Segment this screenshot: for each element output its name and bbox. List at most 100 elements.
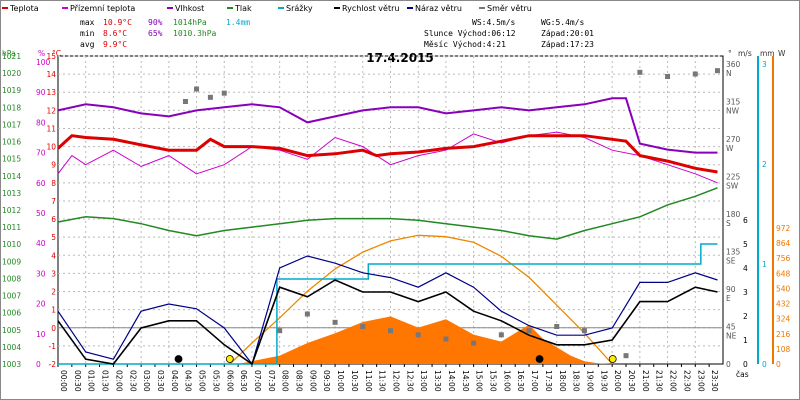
time-tick: 17:30	[544, 370, 553, 392]
series-rain	[58, 243, 718, 365]
wind-direction-point	[304, 311, 310, 317]
stats-max-rain: 1.4mm	[226, 18, 250, 27]
pct-tick: 100	[36, 58, 51, 67]
temp-tick: 10	[46, 143, 56, 152]
wind-direction-point	[221, 90, 227, 96]
stats-max-hum: 90%	[148, 18, 163, 27]
series-wind-speed	[57, 279, 718, 366]
temp-tick: 8	[51, 179, 56, 188]
stats-ws: WS:4.5m/s	[472, 18, 516, 27]
hpa-tick: 1008	[2, 274, 21, 283]
legend-label: Srážky	[286, 4, 313, 13]
w-tick: 0	[776, 360, 781, 369]
time-tick: 16:30	[516, 370, 525, 392]
stats-max-temp: 10.9°C	[103, 18, 132, 27]
temp-tick: 9	[51, 161, 56, 170]
time-tick: 16:00	[502, 370, 511, 392]
hpa-tick: 1014	[2, 172, 21, 181]
temp-tick: 1	[51, 306, 56, 315]
hpa-tick: 1011	[2, 223, 21, 232]
mm-tick: 3	[762, 60, 767, 69]
w-tick: 540	[776, 284, 791, 293]
stats-block: max 10.9°C 90% 1014hPa 1.4mm min 8.6°C 6…	[80, 18, 594, 49]
wind-direction-point	[471, 340, 477, 346]
w-tick: 216	[776, 330, 791, 339]
temp-tick: 15	[46, 52, 56, 61]
series-theoretical-radiation	[229, 234, 613, 365]
time-tick: 06:30	[239, 370, 248, 392]
wind-direction-point	[194, 86, 200, 92]
wind-direction-point	[581, 328, 587, 334]
time-tick: 15:00	[475, 370, 484, 392]
hpa-tick: 1015	[2, 155, 21, 164]
time-tick: 03:30	[156, 370, 165, 392]
w-tick: 648	[776, 269, 791, 278]
stats-max-press: 1014hPa	[173, 18, 207, 27]
dir-tick: 360	[726, 60, 741, 69]
time-tick: 21:00	[641, 370, 650, 392]
pct-tick: 60	[36, 179, 46, 188]
dir-tick: 180	[726, 210, 741, 219]
dir-tick: NW	[726, 107, 740, 116]
pct-tick: 70	[36, 149, 46, 158]
temp-tick: 0	[51, 324, 56, 333]
time-tick: 09:30	[322, 370, 331, 392]
time-tick: 20:30	[627, 370, 636, 392]
series-humidity	[57, 97, 718, 154]
time-tick: 14:30	[461, 370, 470, 392]
time-axis-label: čas	[736, 370, 749, 379]
temp-tick: 6	[51, 215, 56, 224]
mm-tick: 0	[762, 360, 767, 369]
hpa-tick: 1012	[2, 206, 21, 215]
mm-tick: 1	[762, 260, 767, 269]
time-tick: 08:00	[281, 370, 290, 392]
time-tick: 14:00	[447, 370, 456, 392]
time-tick: 13:00	[419, 370, 428, 392]
axis-unit-left: hPa	[2, 49, 16, 58]
time-tick: 18:00	[558, 370, 567, 392]
wind-direction-point	[692, 71, 698, 77]
legend-label: Vlhkost	[175, 4, 204, 13]
temp-tick: 13	[46, 88, 56, 97]
dir-tick: E	[726, 294, 731, 303]
ms-tick: 1	[743, 336, 748, 345]
temp-tick: -1	[49, 342, 57, 351]
w-tick: 108	[776, 345, 791, 354]
time-tick: 17:00	[530, 370, 539, 392]
stats-min-temp: 8.6°C	[103, 29, 127, 38]
w-tick: 432	[776, 300, 791, 309]
wind-direction-point	[207, 94, 213, 100]
hpa-tick: 1017	[2, 120, 21, 129]
wind-direction-point	[665, 74, 671, 79]
hpa-tick: 1009	[2, 257, 21, 266]
legend-label: Tlak	[234, 4, 252, 13]
legend: Teplota Přízemní teplota Vlhkost Tlak Srážky…	[2, 4, 532, 13]
time-tick: 23:30	[710, 370, 719, 392]
hpa-tick: 1006	[2, 309, 21, 318]
pct-tick: 20	[36, 300, 46, 309]
time-tick: 07:30	[267, 370, 276, 392]
dir-tick: 45	[726, 323, 736, 332]
time-tick: 04:00	[170, 370, 179, 392]
mm-tick: 2	[762, 160, 767, 169]
series-temperature	[56, 134, 718, 174]
ms-tick: 2	[743, 312, 748, 321]
pct-tick: 50	[36, 209, 46, 218]
dir-tick: SW	[726, 182, 739, 191]
wind-direction-point	[443, 336, 449, 342]
time-tick: 19:30	[599, 370, 608, 392]
time-tick: 10:30	[350, 370, 359, 392]
time-tick: 11:00	[364, 370, 373, 392]
wind-direction-point	[360, 324, 366, 329]
hpa-tick: 1020	[2, 69, 21, 78]
hpa-tick: 1019	[2, 86, 21, 95]
wind-direction-point	[637, 69, 643, 75]
dir-tick: W	[726, 144, 734, 153]
dir-tick: S	[726, 219, 731, 228]
stats-sun-set: Západ:20:01	[541, 29, 594, 38]
hpa-tick: 1004	[2, 343, 21, 352]
moon-set-marker	[535, 355, 544, 363]
time-tick: 07:00	[253, 370, 262, 392]
pct-tick: 0	[36, 360, 41, 369]
